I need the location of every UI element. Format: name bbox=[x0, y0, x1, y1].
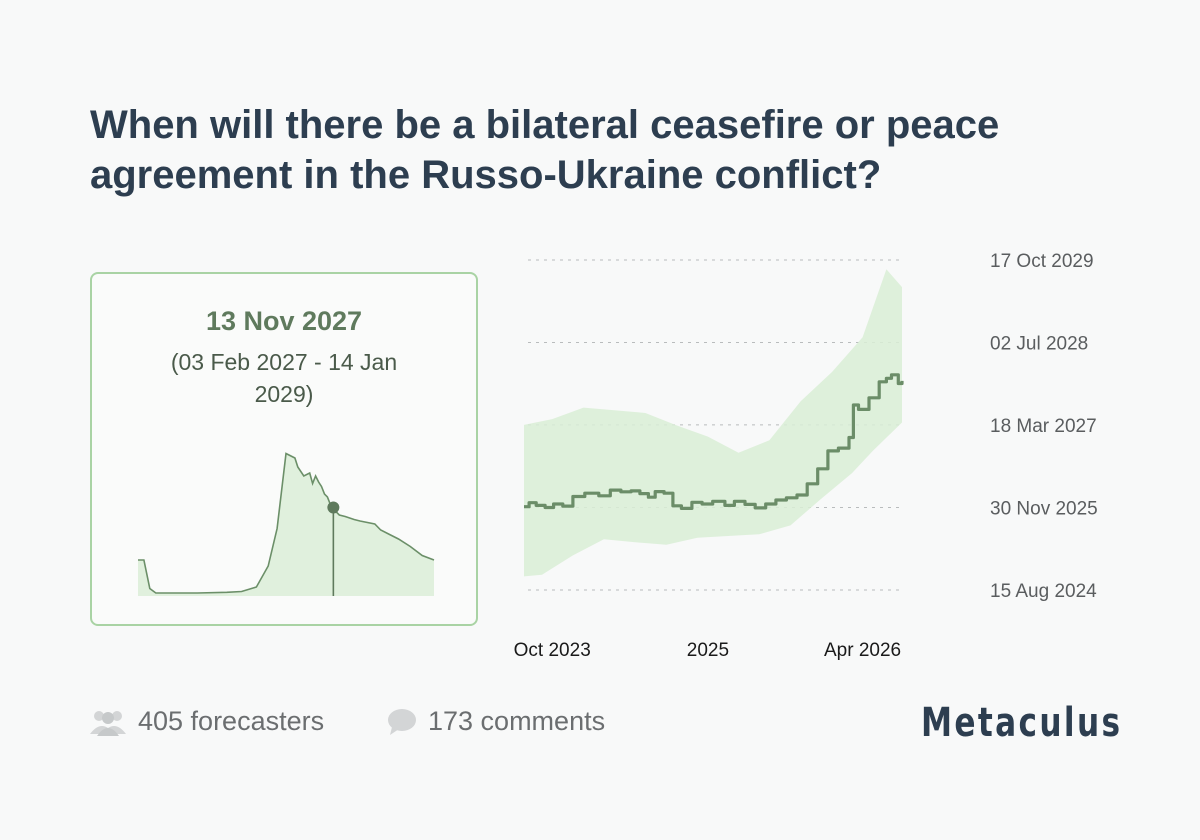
y-tick-label: 17 Oct 2029 bbox=[990, 251, 1094, 272]
confidence-interval: (03 Feb 2027 - 14 Jan 2029) bbox=[170, 349, 398, 407]
median-marker-dot bbox=[327, 501, 340, 514]
y-tick-labels: 17 Oct 2029 02 Jul 2028 18 Mar 2027 30 Nov … bbox=[990, 251, 1098, 602]
comment-icon bbox=[388, 708, 416, 735]
history-chart: 17 Oct 2029 02 Jul 2028 18 Mar 2027 30 Nov … bbox=[514, 251, 1098, 661]
metaculus-logo: Metaculus bbox=[921, 700, 1123, 746]
confidence-band bbox=[524, 269, 902, 577]
y-tick-label: 02 Jul 2028 bbox=[990, 333, 1088, 354]
x-tick-label: Apr 2026 bbox=[824, 640, 901, 661]
median-date: 13 Nov 2027 bbox=[205, 306, 363, 336]
y-tick-label: 30 Nov 2025 bbox=[990, 499, 1098, 520]
question-title: When will there be a bilateral ceasefire… bbox=[90, 103, 1000, 197]
distribution-area bbox=[138, 453, 434, 596]
people-icon bbox=[90, 710, 126, 736]
forecasters-label: 405 forecasters bbox=[138, 706, 325, 736]
x-tick-label: 2025 bbox=[687, 640, 729, 661]
y-tick-label: 15 Aug 2024 bbox=[990, 581, 1097, 602]
comments-label: 173 comments bbox=[428, 706, 606, 736]
y-tick-label: 18 Mar 2027 bbox=[990, 416, 1097, 437]
x-tick-label: Oct 2023 bbox=[514, 640, 591, 661]
median-history-line bbox=[524, 373, 904, 510]
distribution-chart bbox=[138, 452, 435, 596]
x-tick-labels: Oct 2023 2025 Apr 2026 bbox=[514, 640, 901, 661]
forecasters-count: 405 forecasters bbox=[90, 706, 324, 737]
distribution-line bbox=[138, 452, 435, 594]
comments-count: 173 comments bbox=[388, 706, 605, 737]
forecast-summary-card: 13 Nov 2027 (03 Feb 2027 - 14 Jan 2029) bbox=[90, 272, 478, 626]
